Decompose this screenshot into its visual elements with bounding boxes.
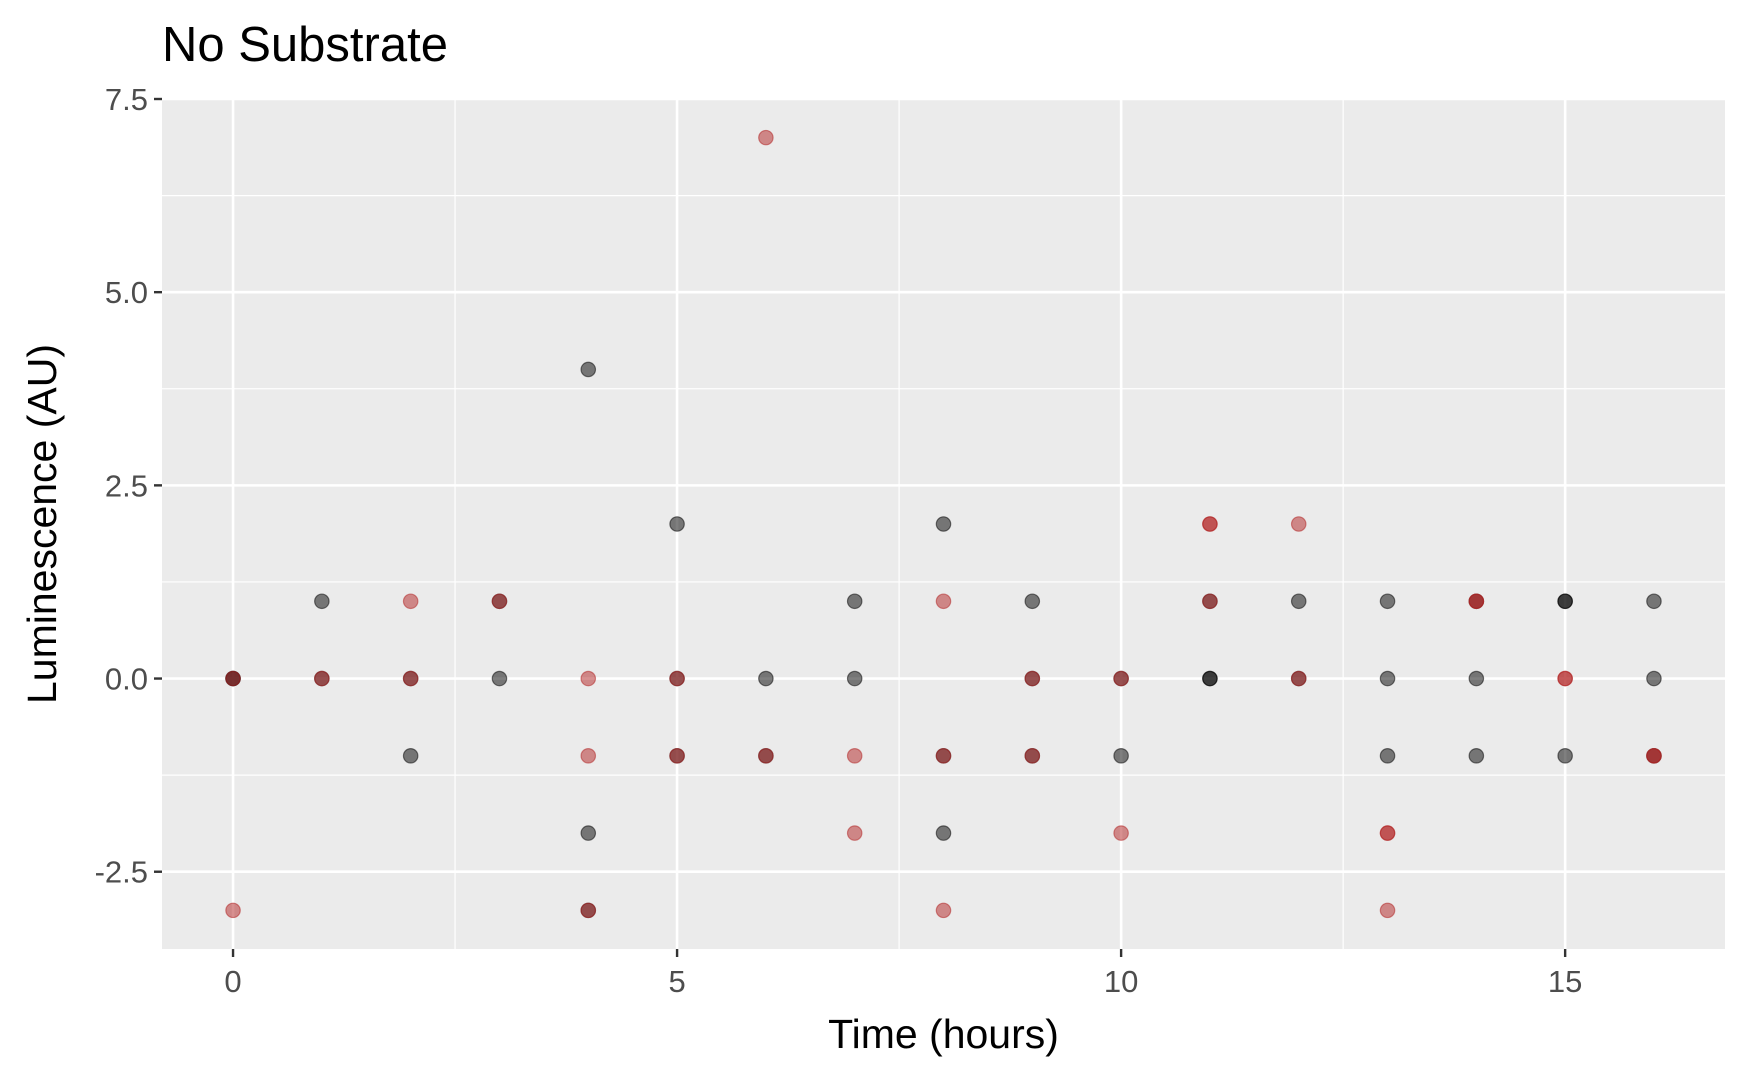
data-point (935, 825, 952, 841)
x-tick-label: 10 (1104, 964, 1138, 999)
data-point (669, 748, 685, 764)
y-tick-label: 0.0 (105, 662, 148, 697)
data-point (580, 670, 597, 687)
data-points (225, 129, 1662, 919)
data-point (580, 825, 597, 841)
data-point (402, 670, 419, 687)
data-point (1646, 748, 1662, 764)
data-point (1557, 593, 1573, 610)
data-point (402, 593, 419, 610)
x-axis-title: Time (hours) (828, 1011, 1059, 1057)
data-point (1113, 670, 1129, 687)
data-point (846, 748, 863, 764)
x-tick-label: 15 (1548, 964, 1582, 999)
data-point (1290, 593, 1307, 610)
data-point (580, 902, 597, 919)
data-point (1024, 593, 1041, 610)
data-point (846, 670, 863, 687)
x-tick-label: 5 (668, 964, 685, 999)
data-point (846, 825, 863, 841)
data-point (1202, 670, 1218, 687)
data-point (846, 593, 863, 610)
data-point (1024, 748, 1041, 764)
data-point (1379, 902, 1396, 919)
data-point (758, 670, 774, 687)
data-point (1202, 593, 1218, 610)
y-tick-label: 5.0 (105, 275, 148, 310)
data-point (758, 129, 774, 146)
data-point (1379, 670, 1396, 687)
data-point (314, 670, 330, 687)
data-point (935, 748, 952, 764)
y-axis-title: Luminescence (AU) (19, 344, 65, 704)
data-point (491, 670, 508, 687)
data-point (1202, 516, 1218, 532)
data-point (580, 748, 597, 764)
data-point (580, 361, 597, 378)
data-point (935, 902, 952, 919)
data-point (1646, 670, 1662, 687)
x-tick-label: 0 (224, 964, 241, 999)
data-point (225, 902, 241, 919)
data-point (1290, 516, 1307, 532)
data-point (1468, 670, 1485, 687)
data-point (1379, 593, 1396, 610)
data-point (314, 593, 330, 610)
data-point (669, 670, 685, 687)
data-point (1024, 670, 1041, 687)
data-point (1379, 748, 1396, 764)
axes: -2.5 0.0 2.5 5.0 7.5 0 5 10 15 (95, 82, 1583, 999)
y-tick-label: -2.5 (95, 855, 148, 890)
data-point (1379, 825, 1396, 841)
data-point (491, 593, 508, 610)
data-point (1468, 748, 1485, 764)
data-point (225, 670, 241, 687)
data-point (1557, 670, 1573, 687)
data-point (1113, 748, 1129, 764)
data-point (402, 748, 419, 764)
data-point (1468, 593, 1485, 610)
y-tick-label: 7.5 (105, 82, 148, 117)
data-point (1290, 670, 1307, 687)
chart-title: No Substrate (162, 18, 448, 72)
data-point (669, 516, 685, 532)
data-point (935, 593, 952, 610)
data-point (1557, 748, 1573, 764)
data-point (758, 748, 774, 764)
data-point (1113, 825, 1129, 841)
data-point (935, 516, 952, 532)
data-point (1646, 593, 1662, 610)
y-tick-label: 2.5 (105, 468, 148, 503)
